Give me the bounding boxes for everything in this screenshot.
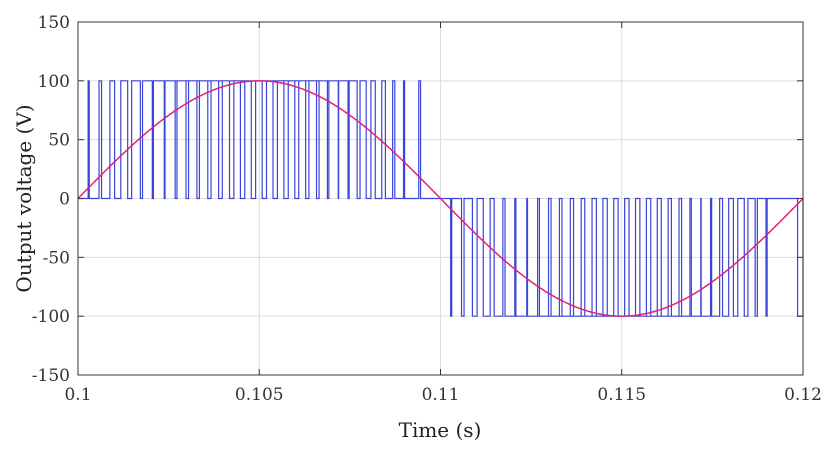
y-tick-label: 150 — [38, 13, 70, 33]
tick-marks — [77, 21, 804, 376]
x-tick-label: 0.11 — [422, 385, 460, 405]
y-axis-title: Output voltage (V) — [12, 104, 36, 292]
y-tick-labels: 150 100 50 0 -50 -100 -150 — [32, 13, 70, 386]
x-axis-title: Time (s) — [399, 418, 482, 442]
y-tick-label: -150 — [32, 366, 70, 386]
series-layer — [77, 80, 804, 317]
x-tick-labels: 0.1 0.105 0.11 0.115 0.12 — [64, 385, 821, 405]
x-tick-label: 0.1 — [64, 385, 91, 405]
y-tick-label: -100 — [32, 307, 70, 327]
y-tick-label: 100 — [38, 72, 70, 92]
sine-reference-line — [77, 80, 804, 317]
pwm-voltage-line — [78, 80, 804, 317]
y-tick-label: -50 — [43, 248, 70, 268]
x-tick-label: 0.115 — [597, 385, 646, 405]
x-tick-label: 0.12 — [784, 385, 822, 405]
x-tick-label: 0.105 — [235, 385, 284, 405]
y-tick-label: 50 — [48, 131, 70, 151]
y-tick-label: 0 — [59, 190, 70, 210]
